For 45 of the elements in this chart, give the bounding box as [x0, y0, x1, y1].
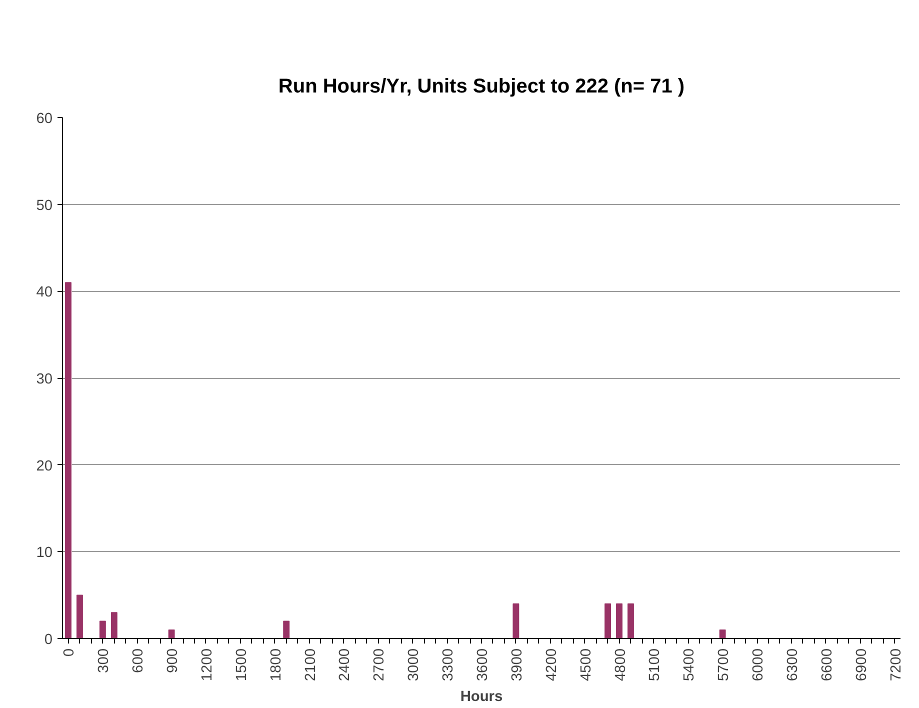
x-tick-label: 1800: [268, 648, 284, 682]
x-tick-label: 3000: [406, 648, 422, 682]
x-tick-label: 5700: [716, 648, 732, 682]
x-axis-title: Hours: [460, 689, 503, 706]
bar: [168, 629, 175, 638]
y-tick-label: 0: [44, 632, 53, 648]
x-tick-label: 3300: [440, 648, 457, 682]
bar: [628, 603, 634, 638]
x-tick-label: 600: [130, 648, 147, 673]
y-tick-label: 20: [36, 458, 53, 474]
x-tick-label: 3600: [475, 648, 491, 682]
x-tick-label: 4800: [612, 648, 629, 682]
x-tick-label: 6000: [750, 648, 767, 682]
bar: [512, 603, 520, 638]
bar: [604, 603, 611, 638]
chart-title: Run Hours/Yr, Units Subject to 222 (n= 71 ): [278, 76, 685, 98]
x-tick-label: 4500: [578, 648, 594, 682]
x-tick-label: 7200: [888, 648, 904, 682]
y-tick-label: 60: [36, 111, 53, 127]
y-tick-label: 10: [36, 545, 53, 562]
x-tick-label: 0: [62, 648, 78, 657]
x-tick-label: 5400: [682, 648, 698, 682]
x-tick-label: 6300: [784, 648, 801, 682]
bar: [110, 612, 118, 638]
y-tick-label: 30: [36, 372, 53, 388]
x-tick-label: 6600: [819, 648, 836, 682]
y-tick-label: 40: [36, 284, 53, 301]
y-tick-label: 50: [36, 198, 53, 214]
x-tick-label: 2700: [372, 648, 388, 682]
bar: [65, 282, 72, 638]
bar: [283, 620, 290, 638]
x-tick-label: 2400: [337, 648, 354, 682]
x-tick-label: 900: [165, 648, 182, 673]
x-tick-label: 1500: [234, 648, 250, 682]
bar: [99, 620, 106, 638]
x-tick-label: 5100: [647, 648, 664, 682]
bar: [616, 603, 622, 638]
bar: [76, 594, 83, 638]
bar: [719, 629, 726, 638]
x-tick-label: 1200: [199, 648, 216, 682]
x-tick-label: 4200: [544, 648, 560, 682]
x-tick-label: 3900: [509, 648, 526, 682]
x-tick-label: 2100: [302, 648, 319, 682]
x-tick-label: 6900: [854, 648, 870, 682]
x-tick-label: 300: [96, 648, 112, 673]
